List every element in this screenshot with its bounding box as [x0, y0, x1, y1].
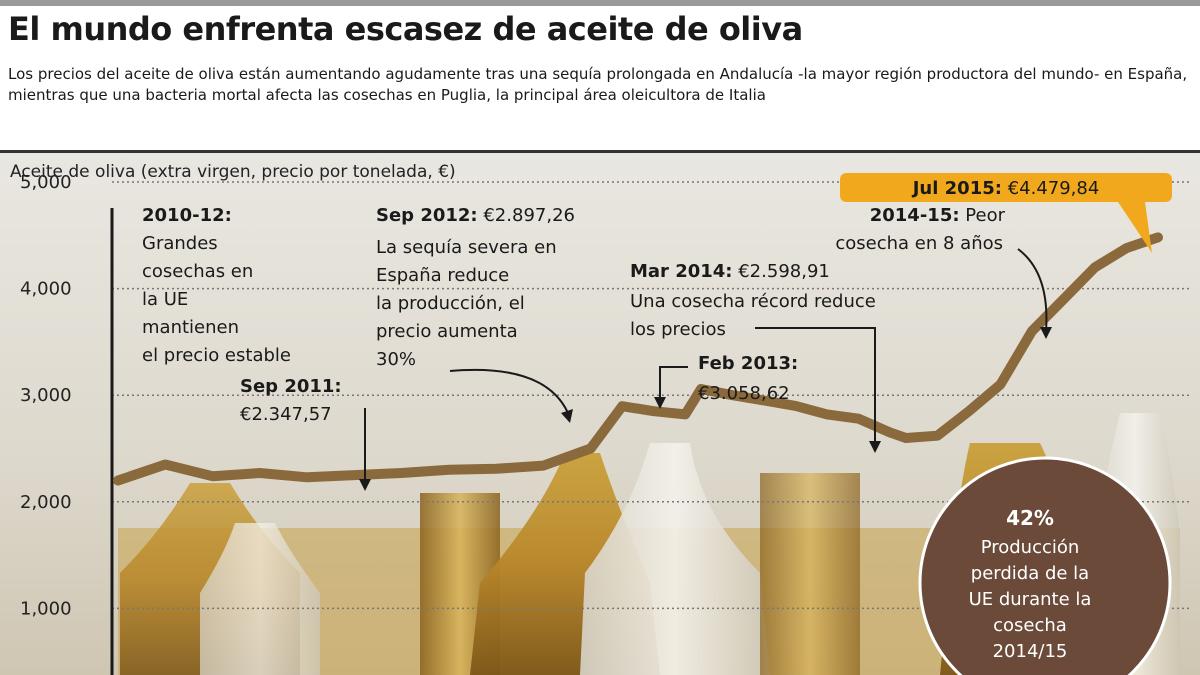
data-point — [1156, 235, 1160, 240]
annotation-line: €3.058,62 — [698, 383, 790, 404]
annotation-line: el precio estable — [142, 345, 291, 366]
annotation-sep-2012: Sep 2012: €2.897,26 La sequía severa en … — [376, 205, 575, 370]
annotation-2010-12: 2010-12: Grandes cosechas en la UE manti… — [142, 205, 291, 366]
annotation-label: Sep 2012: — [376, 205, 478, 226]
annotation-header: Mar 2014: €2.598,91 — [630, 261, 830, 282]
data-point — [1029, 329, 1034, 334]
data-point — [305, 475, 310, 480]
annotation-header: Sep 2012: €2.897,26 — [376, 205, 575, 226]
data-point — [1092, 265, 1097, 270]
data-point — [683, 412, 688, 417]
data-point — [620, 404, 625, 409]
data-point — [588, 446, 593, 451]
page-title: El mundo enfrenta escasez de aceite de o… — [8, 10, 803, 48]
y-tick-label: 4,000 — [20, 279, 72, 300]
circle-line: UE durante la — [969, 589, 1092, 610]
price-chart: Aceite de oliva (extra virgen, precio po… — [0, 153, 1200, 675]
production-loss-circle: 42% Producción perdida de la UE durante … — [918, 456, 1172, 675]
data-point — [762, 398, 767, 403]
y-tick-label: 1,000 — [20, 598, 72, 619]
annotation-label: 2010-12: — [142, 205, 232, 226]
data-point — [116, 478, 120, 483]
annotation-2014-15: 2014-15: Peor cosecha en 8 años — [835, 205, 1005, 254]
annotation-line: los precios — [630, 319, 726, 340]
annotation-line: mantienen — [142, 317, 239, 338]
annotation-line: cosechas en — [142, 261, 253, 282]
circle-line: cosecha — [993, 615, 1067, 636]
data-point — [935, 433, 940, 438]
y-ticks: 1,000 2,000 3,000 4,000 5,000 — [20, 172, 72, 619]
data-point — [699, 386, 704, 391]
callout-text: Jul 2015: €4.479,84 — [911, 178, 1100, 199]
circle-line: Producción — [981, 537, 1080, 558]
data-point — [903, 435, 908, 440]
data-point — [651, 409, 656, 414]
data-point — [541, 463, 546, 468]
y-axis-label: Aceite de oliva (extra virgen, precio po… — [10, 162, 456, 182]
callout-label: Jul 2015: — [911, 178, 1002, 199]
annotation-line: Una cosecha récord reduce — [630, 291, 876, 312]
callout-jul-2015: Jul 2015: €4.479,84 — [840, 173, 1172, 253]
annotation-label: Mar 2014: — [630, 261, 733, 282]
data-point — [257, 471, 262, 476]
annotation-line: la UE — [142, 289, 188, 310]
circle-line: 2014/15 — [993, 641, 1068, 662]
data-point — [1061, 297, 1066, 302]
annotation-header: 2014-15: Peor — [870, 205, 1006, 226]
data-point — [793, 403, 798, 408]
price-line — [113, 232, 1163, 486]
data-point — [998, 382, 1003, 387]
annotation-value: Peor — [965, 205, 1005, 226]
annotation-arrows — [359, 248, 1052, 491]
circle-line: perdida de la — [971, 563, 1089, 584]
arrow-2014-15 — [1017, 248, 1048, 332]
top-bar — [0, 0, 1200, 6]
data-point — [163, 462, 168, 467]
page-subtitle: Los precios del aceite de oliva están au… — [8, 65, 1188, 104]
arrow-feb-2013 — [659, 366, 688, 401]
annotation-line: La sequía severa en — [376, 237, 557, 258]
annotation-label: Sep 2011: — [240, 376, 342, 397]
data-point — [1124, 246, 1129, 251]
annotation-line: la producción, el — [376, 293, 525, 314]
circle-percent: 42% — [1006, 506, 1054, 530]
annotation-label: Feb 2013: — [698, 353, 798, 374]
annotation-line: precio aumenta — [376, 321, 518, 342]
data-point — [966, 409, 971, 414]
annotation-line: 30% — [376, 349, 416, 370]
data-points — [116, 235, 1160, 483]
callout-value: €4.479,84 — [1008, 178, 1100, 199]
data-point — [888, 430, 893, 435]
data-point — [210, 474, 215, 479]
annotation-mar-2014: Mar 2014: €2.598,91 Una cosecha récord r… — [630, 261, 876, 340]
data-point — [856, 416, 861, 421]
annotation-line: €2.347,57 — [240, 404, 332, 425]
annotation-line: España reduce — [376, 265, 509, 286]
annotation-line: cosecha en 8 años — [835, 233, 1003, 254]
arrow-sep-2012 — [449, 368, 569, 414]
callout-bubble — [840, 173, 1172, 253]
y-tick-label: 5,000 — [20, 172, 72, 193]
annotation-value: €2.897,26 — [483, 205, 575, 226]
annotation-value: €2.598,91 — [738, 261, 830, 282]
arrow-mar-2014 — [755, 327, 876, 445]
divider-rule — [0, 150, 1200, 153]
data-point — [352, 473, 357, 478]
circle-bg — [918, 456, 1172, 675]
data-point — [730, 393, 735, 398]
y-tick-label: 3,000 — [20, 385, 72, 406]
data-point — [399, 471, 404, 476]
data-point — [825, 412, 830, 417]
annotation-sep-2011: Sep 2011: €2.347,57 — [240, 376, 342, 425]
annotation-label: 2014-15: — [870, 205, 960, 226]
y-tick-label: 2,000 — [20, 492, 72, 513]
data-point — [494, 466, 499, 471]
data-point — [446, 467, 451, 472]
annotation-feb-2013: Feb 2013: €3.058,62 — [698, 353, 798, 404]
annotation-line: Grandes — [142, 233, 218, 254]
